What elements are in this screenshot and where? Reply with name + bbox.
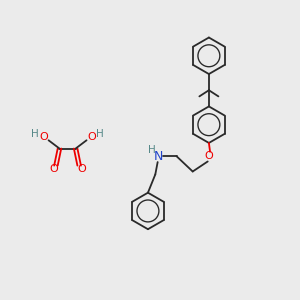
Text: H: H bbox=[148, 145, 155, 155]
Text: O: O bbox=[49, 164, 58, 173]
Text: H: H bbox=[31, 129, 39, 140]
Text: O: O bbox=[205, 151, 213, 161]
Text: O: O bbox=[77, 164, 86, 173]
Text: O: O bbox=[39, 132, 48, 142]
Text: H: H bbox=[96, 129, 104, 140]
Text: O: O bbox=[88, 132, 96, 142]
Text: N: N bbox=[154, 150, 163, 163]
